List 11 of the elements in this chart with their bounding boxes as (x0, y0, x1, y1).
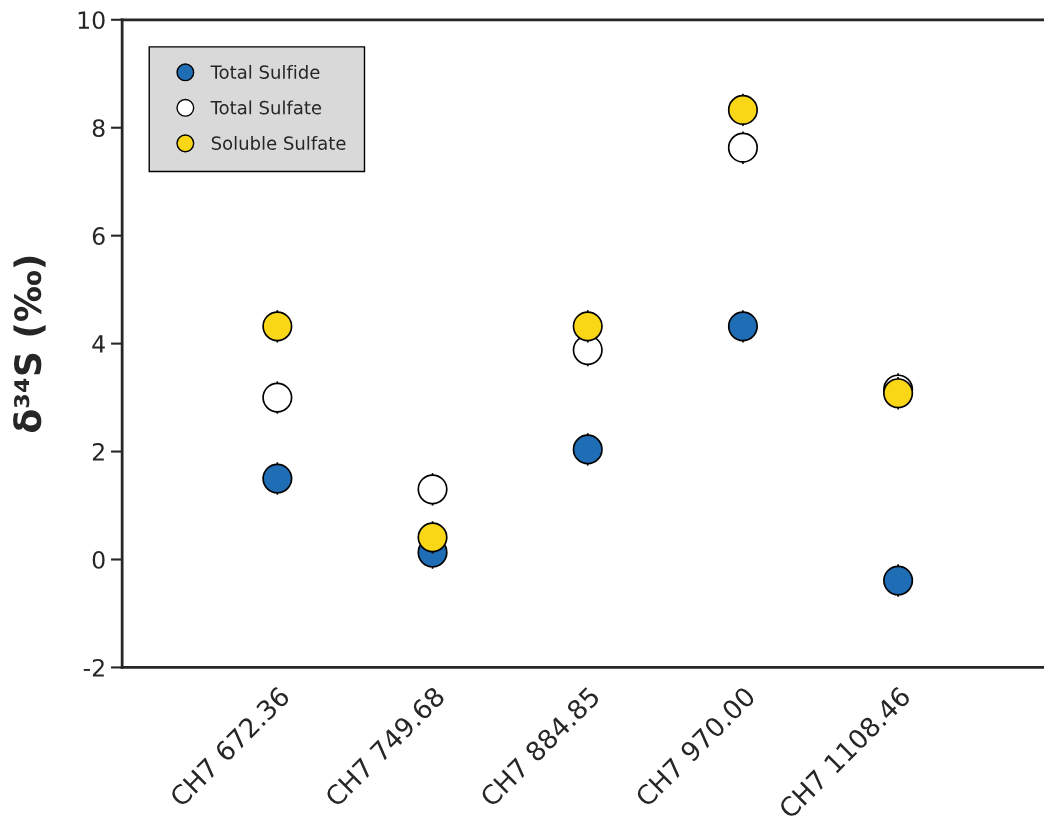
y-tick-label: 4 (92, 335, 105, 353)
legend-label: Total Sulfate (210, 100, 322, 115)
y-tick-label: 10 (78, 11, 105, 30)
y-tick-label: 2 (92, 443, 104, 461)
y-tick-label: 8 (92, 119, 105, 138)
legend-label: Total Sulfide (210, 64, 320, 79)
y-axis-title: δ³⁴S (‰) (13, 256, 46, 433)
legend-label: Soluble Sulfate (211, 135, 346, 150)
y-tick-label: 0 (92, 550, 105, 569)
y-tick-label: -2 (83, 658, 104, 677)
y-tick-label: 6 (92, 227, 105, 245)
